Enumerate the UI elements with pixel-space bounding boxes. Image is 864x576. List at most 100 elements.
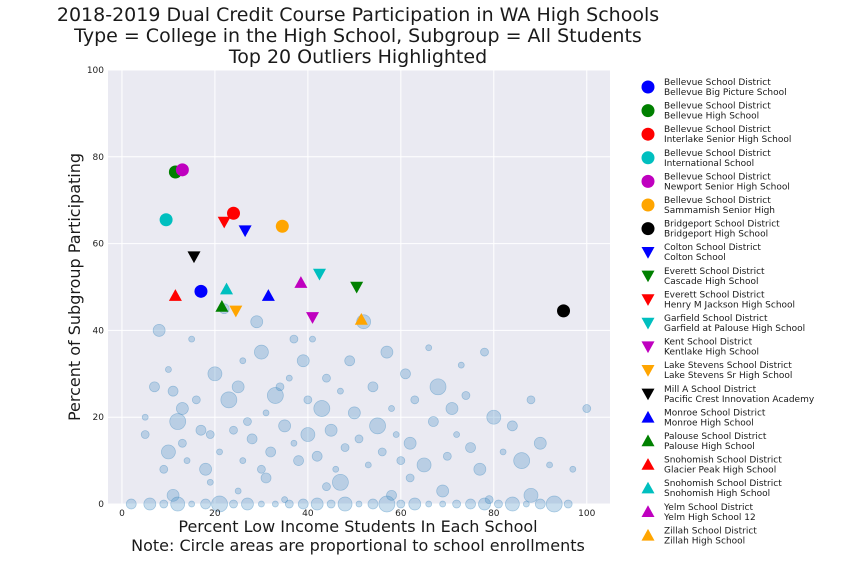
school-point [188, 500, 196, 508]
legend-district: Colton School District [664, 243, 761, 253]
school-point [188, 335, 196, 343]
school-point [281, 496, 288, 504]
school-point [152, 324, 166, 337]
legend-school: International School [664, 159, 754, 169]
school-point [348, 406, 361, 420]
school-point [526, 395, 536, 405]
legend-school: Newport Senior High School [664, 182, 790, 192]
legend-school: Bellevue High School [664, 112, 759, 122]
school-point [178, 438, 187, 448]
highlighted-point [220, 282, 234, 295]
school-point [486, 409, 502, 425]
school-point [332, 473, 349, 491]
school-point [569, 465, 577, 473]
school-point [386, 489, 397, 501]
school-point [457, 361, 465, 369]
school-point [499, 448, 507, 456]
y-tick-label: 100 [87, 66, 104, 76]
school-point [405, 473, 415, 483]
school-point [461, 391, 471, 400]
x-tick-label: 20 [209, 509, 221, 519]
school-point [159, 464, 169, 474]
school-point [439, 500, 447, 508]
legend-district: Lake Stevens School District [664, 361, 792, 371]
school-point [429, 378, 447, 396]
school-point [254, 344, 269, 360]
x-tick-label: 40 [302, 509, 314, 519]
school-point [324, 423, 338, 437]
school-point [310, 497, 324, 511]
school-point [480, 347, 489, 357]
highlighted-point [229, 305, 243, 318]
legend-marker [641, 151, 655, 165]
school-point [377, 447, 387, 457]
school-point [534, 498, 546, 510]
school-point [410, 395, 420, 405]
x-axis-label-line-1: Percent Low Income Students In Each Scho… [178, 517, 537, 536]
legend-school: Zillah High School [664, 536, 745, 546]
school-point [533, 436, 547, 450]
legend-marker [641, 270, 655, 283]
y-tick-label: 0 [98, 500, 104, 510]
school-point [522, 500, 530, 508]
legend-school: Yelm High School 12 [663, 513, 756, 523]
legend-marker [641, 458, 655, 470]
school-point [239, 457, 247, 464]
school-point [563, 499, 573, 509]
school-point [293, 455, 304, 466]
legend-marker [641, 222, 655, 236]
school-point [220, 391, 238, 409]
legend-school: Interlake Senior High School [664, 135, 791, 145]
x-tick-label: 80 [488, 509, 500, 519]
school-point [425, 344, 433, 352]
school-point [297, 498, 309, 510]
school-point [125, 498, 137, 510]
school-point [278, 419, 291, 433]
school-point [388, 405, 395, 412]
school-point [216, 448, 223, 456]
school-point [262, 409, 270, 417]
legend-school: Kentlake High School [664, 348, 759, 358]
highlighted-point [227, 206, 240, 220]
legend-marker [641, 80, 655, 94]
x-axis-label-line-2: Note: Circle areas are proportional to s… [131, 536, 585, 555]
school-point [400, 368, 411, 380]
legend-district: Zillah School District [664, 526, 757, 536]
school-point [392, 431, 400, 438]
legend-district: Palouse School District [664, 432, 767, 442]
school-point [436, 484, 450, 498]
highlighted-point [261, 289, 275, 301]
legend-school: Palouse High School [664, 442, 755, 452]
school-point [369, 417, 386, 435]
school-point [313, 400, 331, 417]
legend-school: Monroe High School [664, 418, 754, 428]
school-point [582, 404, 592, 413]
school-point [207, 366, 223, 382]
school-point [309, 335, 316, 343]
school-point [191, 395, 201, 405]
highlighted-point [187, 251, 201, 264]
highlighted-point [350, 281, 364, 294]
legend-school: Henry M Jackson High School [664, 300, 795, 310]
school-point [229, 499, 238, 509]
school-point [290, 439, 298, 447]
school-point [322, 482, 331, 491]
highlighted-point [275, 219, 289, 233]
school-point [143, 497, 157, 511]
school-point [243, 417, 252, 426]
school-point [200, 498, 211, 510]
school-point [166, 488, 180, 502]
x-tick-label: 0 [119, 509, 125, 519]
legend-marker [641, 294, 655, 306]
highlighted-point [238, 225, 252, 238]
legend-district: Snohomish School District [664, 479, 782, 489]
legend-district: Bellevue School District [664, 196, 771, 206]
school-point [337, 387, 344, 395]
school-point [380, 345, 394, 359]
legend-district: Bellevue School District [664, 149, 771, 159]
highlighted-point [215, 300, 229, 312]
highlighted-point [557, 304, 571, 318]
legend-district: Snohomish School District [664, 456, 782, 466]
